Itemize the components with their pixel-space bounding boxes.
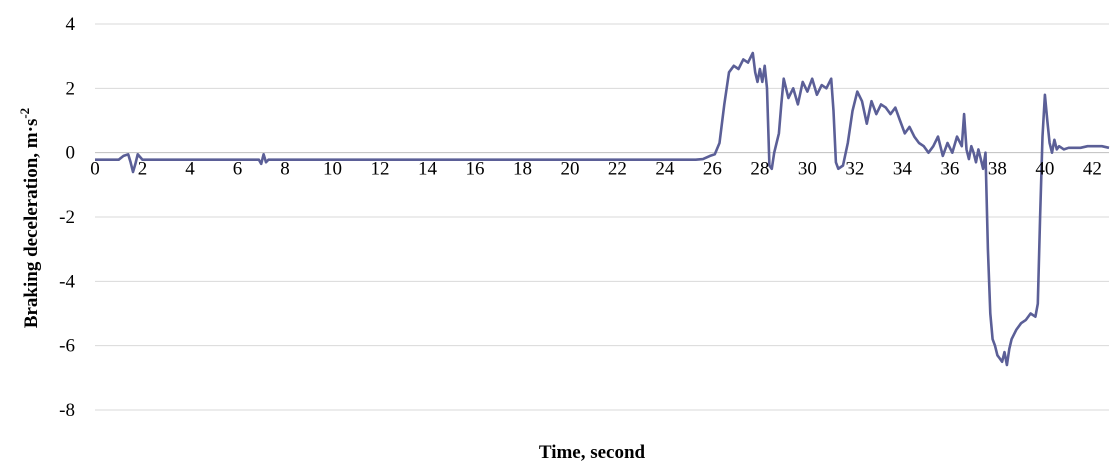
x-tick-label: 26 [703,159,722,180]
grid-lines [95,23,1109,411]
x-axis-title: Time, second [539,442,646,463]
y-axis-title-superscript: -2 [17,108,32,119]
x-tick-label: 2 [138,159,148,180]
x-tick-label: 32 [845,159,864,180]
x-tick-label: 20 [560,159,579,180]
y-axis-title-main: Braking deceleration, m·s [21,119,42,329]
x-tick-label: 24 [655,159,675,180]
braking-deceleration-series-line [95,51,1110,367]
x-tick-label: 34 [893,159,913,180]
x-tick-label: 12 [370,159,389,180]
y-tick-label: 4 [66,14,76,35]
x-tick-label: 14 [418,159,438,180]
x-tick-label: 22 [608,159,627,180]
x-tick-labels: 0 2 4 6 8 10 12 14 16 18 20 22 24 26 28 30 32 34 36 38 40 42 [90,159,1102,180]
x-tick-label: 4 [185,159,195,180]
series-group [95,51,1110,367]
x-tick-label: 28 [750,159,769,180]
y-tick-label: -4 [59,271,75,292]
y-tick-label: 2 [66,78,76,99]
x-tick-label: 10 [323,159,342,180]
y-axis-title-group: Braking deceleration, m·s-2 [17,108,42,328]
x-tick-label: 30 [798,159,817,180]
x-tick-label: 18 [513,159,532,180]
y-tick-label: 0 [66,143,76,164]
y-axis-title: Braking deceleration, m·s-2 [17,108,42,328]
x-tick-label: 42 [1083,159,1102,180]
x-tick-label: 36 [940,159,959,180]
y-tick-label: -2 [59,207,75,228]
y-tick-labels: 4 2 0 -2 -4 -6 -8 [59,14,75,421]
x-tick-label: 6 [233,159,243,180]
x-tick-label: 8 [280,159,290,180]
x-tick-label: 40 [1035,159,1054,180]
x-tick-label: 0 [90,159,100,180]
x-tick-label: 16 [465,159,484,180]
y-tick-label: -8 [59,400,75,421]
x-tick-label: 38 [988,159,1007,180]
y-tick-label: -6 [59,336,75,357]
